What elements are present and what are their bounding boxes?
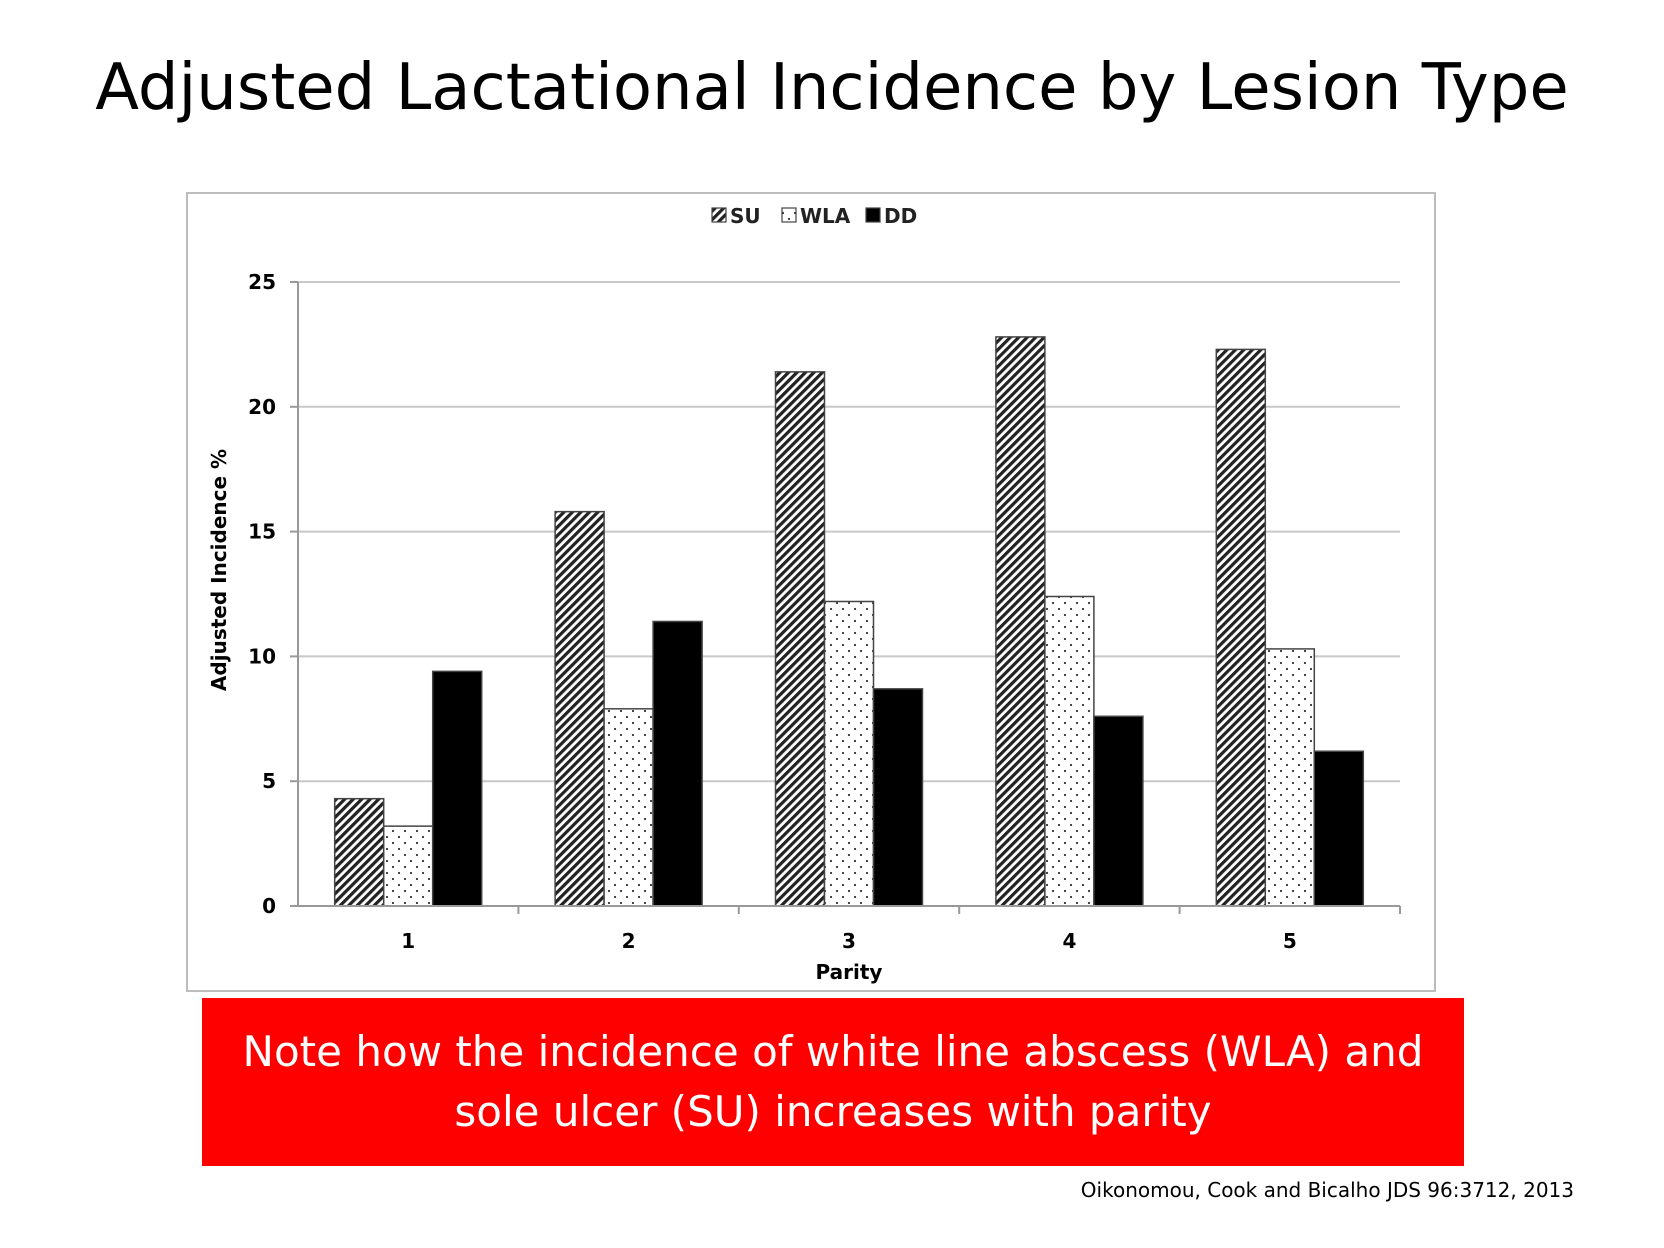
bar-dd-parity-5 bbox=[1313, 750, 1365, 907]
bar-dd-parity-3 bbox=[872, 688, 924, 907]
bar-dd-parity-4 bbox=[1093, 715, 1144, 907]
x-tick-label: 1 bbox=[401, 929, 415, 953]
x-tick-label: 5 bbox=[1283, 929, 1297, 953]
y-axis-label: Adjusted Incidence % bbox=[207, 449, 231, 691]
y-tick-label: 0 bbox=[262, 894, 276, 918]
x-axis-label: Parity bbox=[816, 960, 883, 984]
bar-chart: 0 5 10 15 20 25 1 2 3 4 5 SU WLA DD Adjusted Inciden… bbox=[207, 204, 1401, 984]
citation: Oikonomou, Cook and Bicalho JDS 96:3712,… bbox=[1080, 1178, 1574, 1202]
note-text: Note how the incidence of white line abs… bbox=[242, 1027, 1424, 1136]
legend-swatch-wla bbox=[781, 207, 797, 223]
legend-label-su: SU bbox=[730, 204, 761, 228]
bar-su-parity-4 bbox=[995, 336, 1046, 907]
y-tick-label: 10 bbox=[248, 644, 276, 668]
bar-su-parity-5 bbox=[1215, 348, 1267, 907]
x-tick-label: 2 bbox=[622, 929, 636, 953]
y-tick-label: 25 bbox=[248, 270, 276, 294]
bar-wla-parity-2 bbox=[603, 708, 654, 907]
bar-su-parity-2 bbox=[554, 510, 605, 907]
y-tick-label: 15 bbox=[248, 520, 276, 544]
bar-su-parity-1 bbox=[333, 797, 385, 907]
x-tick-label: 4 bbox=[1062, 929, 1076, 953]
bar-dd-parity-1 bbox=[431, 670, 483, 907]
note-callout: Note how the incidence of white line abs… bbox=[202, 998, 1464, 1166]
bar-su-parity-3 bbox=[774, 371, 826, 907]
y-tick-label: 20 bbox=[248, 395, 276, 419]
bar-dd-parity-2 bbox=[652, 620, 703, 907]
legend-swatch-dd bbox=[865, 207, 881, 223]
bar-wla-parity-1 bbox=[382, 825, 434, 907]
y-tick-label: 5 bbox=[262, 769, 276, 793]
slide-title: Adjusted Lactational Incidence by Lesion… bbox=[95, 51, 1569, 125]
x-tick-label: 3 bbox=[842, 929, 856, 953]
bar-wla-parity-5 bbox=[1264, 648, 1316, 907]
legend-label-dd: DD bbox=[884, 204, 917, 228]
legend-label-wla: WLA bbox=[800, 204, 851, 228]
bar-wla-parity-3 bbox=[823, 600, 875, 907]
bar-wla-parity-4 bbox=[1044, 595, 1095, 907]
legend-swatch-su bbox=[711, 207, 727, 223]
